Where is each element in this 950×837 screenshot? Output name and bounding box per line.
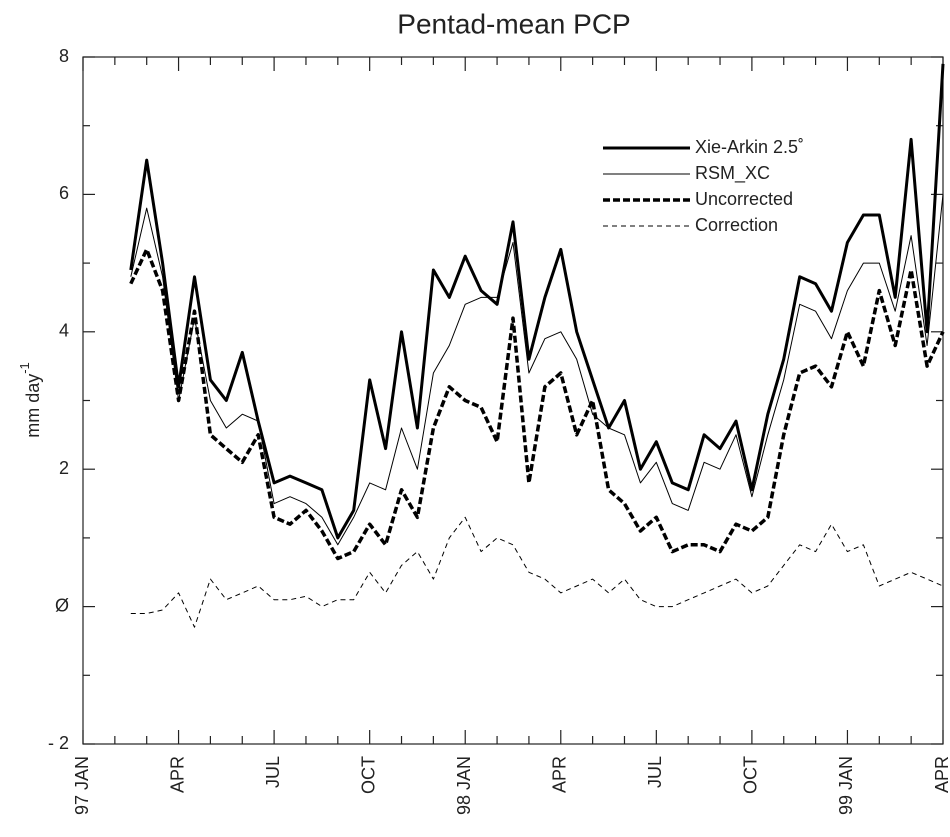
chart-title: Pentad-mean PCP — [397, 8, 630, 39]
y-axis-label-sup: -1 — [17, 362, 32, 374]
legend-label: RSM_XC — [695, 163, 770, 184]
x-tick-label: 98 JAN — [454, 756, 474, 815]
x-tick-label: APR — [932, 756, 950, 793]
x-tick-label: APR — [167, 756, 187, 793]
y-tick-label: 8 — [59, 46, 69, 66]
x-tick-label: APR — [550, 756, 570, 793]
y-tick-label: 2 — [59, 458, 69, 478]
y-axis-label-text: mm day — [23, 374, 43, 438]
y-tick-label: 6 — [59, 183, 69, 203]
x-tick-label: OCT — [741, 756, 761, 794]
y-axis-label: mm day-1 — [17, 362, 42, 438]
series-line — [130, 194, 944, 546]
x-tick-label: JUL — [645, 756, 665, 788]
y-tick-label: 4 — [59, 321, 69, 341]
x-tick-label: JUL — [263, 756, 283, 788]
legend-label: Correction — [695, 215, 778, 235]
series-line — [129, 247, 945, 561]
legend-label: Uncorrected — [695, 189, 793, 209]
y-tick-label: Ø — [55, 595, 69, 615]
plot-frame — [82, 56, 944, 745]
x-tick-label: 97 JAN — [72, 756, 92, 815]
y-tick-label: - 2 — [48, 733, 69, 753]
series-line — [129, 63, 945, 540]
series-line — [130, 516, 944, 628]
legend-label: Xie-Arkin 2.5˚ — [695, 137, 804, 157]
x-tick-label: 99 JAN — [836, 756, 856, 815]
x-tick-label: OCT — [358, 756, 378, 794]
